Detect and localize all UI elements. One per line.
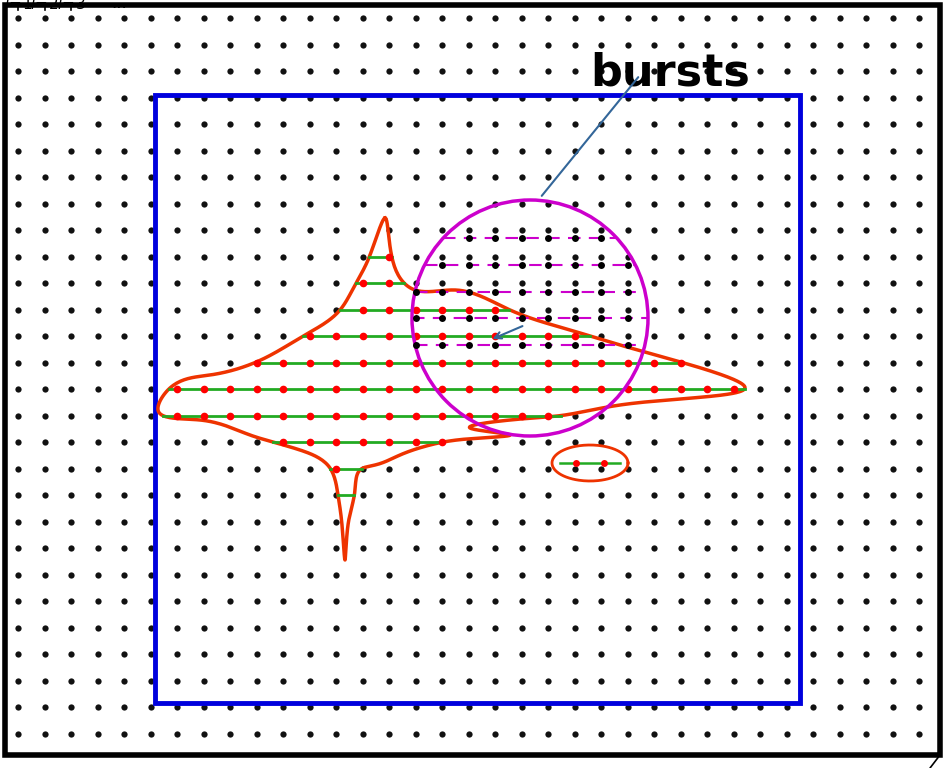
Text: $i\!=\!2$: $i\!=\!2$ <box>30 0 59 12</box>
Text: ...: ... <box>110 0 126 12</box>
Text: bursts: bursts <box>589 52 750 95</box>
Text: $i\!=\!N_{\rm pts}$: $i\!=\!N_{\rm pts}$ <box>894 757 941 768</box>
Text: $i\!=\!1$: $i\!=\!1$ <box>4 0 32 12</box>
Bar <box>155 95 800 703</box>
Text: $i\!=\!3$: $i\!=\!3$ <box>57 0 85 12</box>
